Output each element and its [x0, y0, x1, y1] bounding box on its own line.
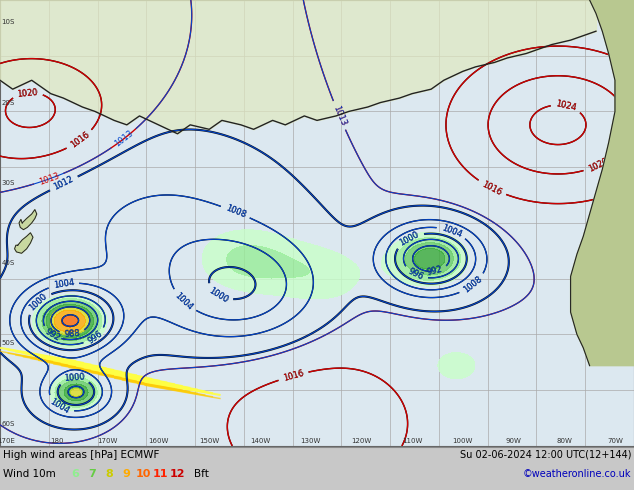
Text: 996: 996: [86, 329, 104, 345]
Text: 1004: 1004: [53, 278, 75, 290]
Text: 1000: 1000: [63, 373, 85, 384]
Text: 992: 992: [426, 265, 443, 277]
Text: 12: 12: [169, 469, 184, 479]
Text: 6: 6: [71, 469, 79, 479]
Text: 1000: 1000: [398, 230, 421, 247]
Text: 992: 992: [44, 327, 62, 343]
Text: 110W: 110W: [402, 438, 422, 443]
Text: 40S: 40S: [1, 260, 15, 266]
Text: 20S: 20S: [1, 99, 15, 105]
Text: 100W: 100W: [453, 438, 473, 443]
Text: 1000: 1000: [63, 373, 85, 384]
Text: 160W: 160W: [148, 438, 169, 443]
Text: 1013: 1013: [113, 129, 135, 149]
Text: 1000: 1000: [207, 286, 230, 304]
Text: 1012: 1012: [53, 175, 75, 192]
Text: 120W: 120W: [351, 438, 372, 443]
Text: 1008: 1008: [224, 204, 247, 220]
Text: 30S: 30S: [1, 180, 15, 186]
Text: 1013: 1013: [37, 171, 60, 187]
Text: 1020: 1020: [16, 88, 39, 98]
Text: 1020: 1020: [586, 156, 609, 174]
Text: 1004: 1004: [440, 223, 463, 239]
Text: ©weatheronline.co.uk: ©weatheronline.co.uk: [522, 469, 631, 479]
Text: 1024: 1024: [555, 99, 578, 113]
Text: 1004: 1004: [173, 291, 195, 312]
Text: 1013: 1013: [331, 104, 347, 127]
Text: 1008: 1008: [462, 275, 484, 295]
Text: 1000: 1000: [27, 292, 49, 313]
Text: 1016: 1016: [481, 179, 503, 197]
Polygon shape: [19, 210, 37, 230]
Text: 70W: 70W: [607, 438, 623, 443]
Text: 996: 996: [406, 267, 425, 282]
Text: High wind areas [hPa] ECMWF: High wind areas [hPa] ECMWF: [3, 450, 159, 460]
Text: 1016: 1016: [68, 130, 91, 150]
Text: 170E: 170E: [0, 438, 15, 443]
Text: 996: 996: [86, 329, 104, 345]
Text: 1000: 1000: [207, 286, 230, 304]
Text: 170W: 170W: [98, 438, 118, 443]
Text: 992: 992: [44, 327, 62, 343]
Text: 1004: 1004: [53, 278, 75, 290]
Text: 1013: 1013: [331, 104, 347, 127]
Text: 1000: 1000: [398, 230, 421, 247]
Text: 50S: 50S: [1, 341, 15, 346]
Text: 11: 11: [152, 469, 168, 479]
Text: 1004: 1004: [440, 223, 463, 239]
Text: 180: 180: [50, 438, 64, 443]
Text: 992: 992: [426, 265, 443, 277]
Text: 80W: 80W: [556, 438, 573, 443]
Text: 1016: 1016: [481, 179, 503, 197]
Text: 1008: 1008: [462, 275, 484, 295]
Text: 1020: 1020: [16, 88, 39, 98]
Text: 9: 9: [122, 469, 130, 479]
Text: 988: 988: [64, 329, 81, 339]
Polygon shape: [571, 0, 634, 366]
Text: 1016: 1016: [68, 130, 91, 150]
Text: 10S: 10S: [1, 19, 15, 25]
Text: 1004: 1004: [48, 397, 70, 416]
Text: 1008: 1008: [224, 204, 247, 220]
Text: 150W: 150W: [199, 438, 219, 443]
Text: Wind 10m: Wind 10m: [3, 469, 56, 479]
Text: 130W: 130W: [301, 438, 321, 443]
Text: 1020: 1020: [586, 156, 609, 174]
Text: 8: 8: [105, 469, 113, 479]
Text: 10: 10: [135, 469, 151, 479]
Text: 988: 988: [64, 329, 81, 339]
Text: 1012: 1012: [53, 175, 75, 192]
Polygon shape: [15, 233, 33, 253]
Text: 1004: 1004: [173, 291, 195, 312]
Text: Bft: Bft: [194, 469, 209, 479]
Text: Su 02-06-2024 12:00 UTC(12+144): Su 02-06-2024 12:00 UTC(12+144): [460, 450, 631, 460]
Text: 1000: 1000: [27, 292, 49, 313]
Text: 1004: 1004: [48, 397, 70, 416]
Text: 90W: 90W: [505, 438, 522, 443]
Text: 1016: 1016: [282, 368, 305, 383]
Text: 1016: 1016: [282, 368, 305, 383]
Text: 140W: 140W: [250, 438, 270, 443]
Text: 60S: 60S: [1, 420, 15, 427]
Text: 1024: 1024: [555, 99, 578, 113]
Text: 996: 996: [406, 267, 425, 282]
Text: 7: 7: [88, 469, 96, 479]
